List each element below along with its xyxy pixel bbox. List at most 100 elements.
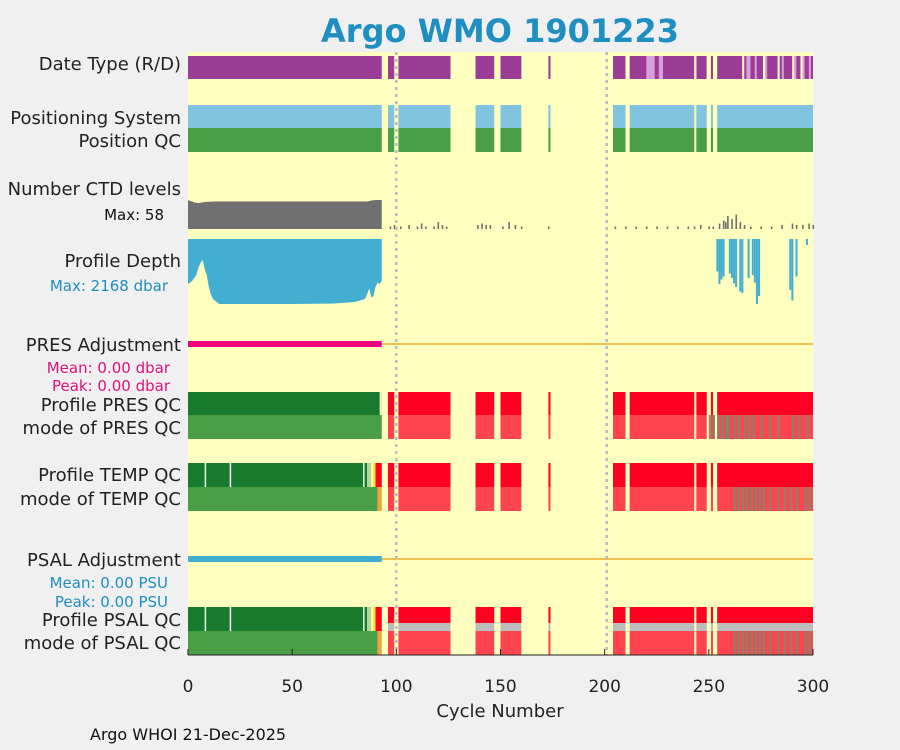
temp-mode-stripe xyxy=(796,487,799,511)
ctd-levels-stem xyxy=(781,225,783,229)
ctd-levels-stem xyxy=(635,226,638,229)
temp-qc-divider xyxy=(363,463,365,487)
temp-qc-bad-bar xyxy=(475,463,495,487)
pres-mode-stripe xyxy=(717,415,720,439)
psal-mode-stripe xyxy=(790,631,793,655)
date-type-bar xyxy=(188,56,382,79)
temp-qc-probably-bar xyxy=(367,463,372,487)
pres-qc-bad-bar xyxy=(475,392,495,415)
psal-qc-bad-bar xyxy=(475,607,495,623)
ctd-levels-stem xyxy=(508,222,510,229)
x-tick-label: 300 xyxy=(797,677,829,697)
psal-qc-gray-bar xyxy=(710,623,713,631)
psal-mode-stripe xyxy=(783,631,786,655)
psal-mode-stripe xyxy=(733,631,736,655)
pres-mode-bad-bar xyxy=(613,415,626,439)
temp-mode-bad-bar xyxy=(710,487,713,511)
date-type-light-bar xyxy=(794,56,797,79)
date-type-gap xyxy=(792,56,795,79)
date-type-gap xyxy=(694,56,697,79)
pres-mode-good-bar xyxy=(188,415,382,439)
ctd-levels-stem xyxy=(445,226,448,229)
pres-mode-bad-bar xyxy=(475,415,495,439)
temp-mode-stripe xyxy=(738,487,740,511)
ctd-levels-stem xyxy=(791,223,794,229)
ctd-levels-stem xyxy=(489,225,492,229)
pres-mode-stripe xyxy=(708,415,711,439)
date-type-bar xyxy=(710,56,713,79)
psal-qc-probably-bar xyxy=(367,607,372,631)
x-ticks: 0 50 100 150 200 250 300 xyxy=(183,649,829,697)
date-type-bar xyxy=(696,56,707,79)
pres-mode-bad-bar xyxy=(710,415,713,439)
psal-qc-bad-bar xyxy=(710,607,713,623)
x-tick-label: 50 xyxy=(281,677,303,697)
psal-qc-gray-bar xyxy=(475,623,495,631)
psal-mode-good-bar xyxy=(188,631,378,655)
profile-depth-bar xyxy=(751,239,754,275)
pres-mode-stripe xyxy=(733,415,736,439)
ctd-levels-stem xyxy=(687,226,690,229)
pres-mode-bad-bar xyxy=(500,415,522,439)
profile-depth-bar xyxy=(716,239,719,272)
position-qc-bar xyxy=(500,128,522,152)
date-type-bar xyxy=(475,56,495,79)
positioning-bar xyxy=(629,105,695,128)
chart-marks xyxy=(188,52,815,655)
profile-depth-bar xyxy=(733,239,736,284)
date-type-light-bar xyxy=(781,56,784,79)
pres-mode-stripe xyxy=(769,415,772,439)
pres-mean-label: Mean: 0.00 dbar xyxy=(47,359,171,377)
psal-qc-bad-bar xyxy=(613,607,626,623)
position-qc-bar xyxy=(613,128,626,152)
x-axis: 0 50 100 150 200 250 300 Cycle Number xyxy=(183,649,829,722)
ctd-levels-stem xyxy=(433,226,435,229)
psal-mode-stripe xyxy=(777,631,780,655)
pres-qc-bad-bar xyxy=(717,392,813,415)
psal-mode-stripe xyxy=(738,631,740,655)
ctd-levels-stem xyxy=(812,225,815,229)
x-axis-label: Cycle Number xyxy=(436,701,564,722)
temp-mode-stripe xyxy=(742,487,745,511)
psal-mode-bad-bar xyxy=(613,631,626,655)
ctd-levels-stem xyxy=(712,226,715,229)
pres-qc-bad-bar xyxy=(613,392,626,415)
date-type-light-bar xyxy=(808,56,811,79)
ctd-levels-stem xyxy=(393,225,396,229)
position-qc-bar xyxy=(548,128,551,152)
temp-mode-stripe xyxy=(769,487,772,511)
ctd-levels-stem xyxy=(481,223,483,229)
position-qc-bar xyxy=(717,128,813,152)
date-type-gap xyxy=(777,56,780,79)
ctd-levels-stem xyxy=(743,225,746,229)
psal-qc-gray-bar xyxy=(717,623,813,631)
ctd-levels-stem xyxy=(389,226,392,229)
profile-depth-bar xyxy=(795,239,798,277)
date-type-gap xyxy=(763,56,766,79)
temp-qc-bad-bar xyxy=(548,463,551,487)
temp-qc-divider xyxy=(371,463,373,487)
ctd-levels-stem xyxy=(750,226,752,229)
temp-mode-bad-bar xyxy=(398,487,451,511)
temp-mode-stripe xyxy=(777,487,780,511)
temp-mode-orange-bar xyxy=(377,487,382,511)
x-tick-label: 0 xyxy=(183,677,194,697)
pres-mode-stripe xyxy=(744,415,747,439)
date-type-light-bar xyxy=(746,56,751,79)
pres-mode-bad-bar xyxy=(398,415,451,439)
ctd-levels-stem xyxy=(547,226,550,229)
temp-mode-stripe xyxy=(746,487,749,511)
date-type-bar xyxy=(613,56,626,79)
position-qc-bar xyxy=(188,128,382,152)
temp-mode-stripe xyxy=(758,487,761,511)
temp-mode-stripe xyxy=(750,487,753,511)
temp-mode-bad-bar xyxy=(696,487,707,511)
pres-mode-bad-bar xyxy=(388,415,395,439)
x-tick-label: 150 xyxy=(484,677,516,697)
ctd-levels-stem xyxy=(416,226,419,229)
profile-depth-bar xyxy=(758,239,761,296)
psal-qc-gray-bar xyxy=(629,623,695,631)
temp-qc-good-bar xyxy=(188,463,368,487)
pres-mode-stripe xyxy=(752,415,755,439)
